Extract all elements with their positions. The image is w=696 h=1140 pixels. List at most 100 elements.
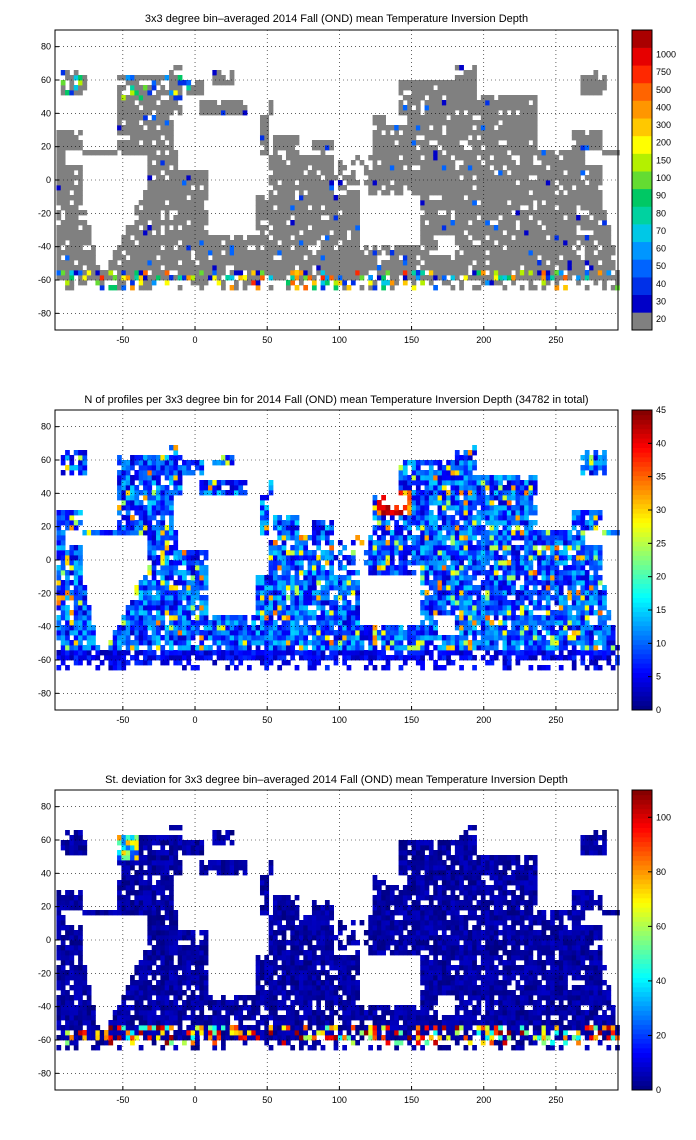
bin-cell: [441, 100, 447, 106]
bin-cell: [350, 255, 356, 261]
bin-cell: [394, 635, 399, 641]
colorbar-tick-label: 200: [656, 138, 671, 148]
bin-cell: [143, 510, 148, 516]
bin-cell: [138, 210, 144, 216]
bin-cell: [489, 140, 495, 146]
bin-cell: [584, 220, 590, 226]
bin-cell: [476, 165, 482, 171]
bin-cell: [433, 210, 438, 216]
bin-cell: [498, 255, 503, 261]
bin-cell: [459, 115, 464, 121]
bin-cell: [294, 185, 300, 191]
bin-cell: [571, 270, 577, 276]
bin-cell: [480, 200, 486, 206]
bin-cell: [138, 580, 144, 586]
bin-cell: [281, 520, 287, 526]
bin-cell: [446, 80, 451, 86]
bin-cell: [476, 230, 482, 236]
bin-cell: [169, 180, 174, 186]
bin-cell: [428, 95, 434, 101]
bin-cell: [450, 115, 456, 121]
bin-cell: [511, 175, 516, 181]
bin-cell: [272, 540, 278, 546]
bin-cell: [164, 640, 170, 646]
bin-cell: [259, 135, 265, 141]
bin-cell: [138, 460, 144, 466]
bin-cell: [459, 265, 464, 271]
bin-cell: [368, 625, 373, 631]
bin-cell: [502, 235, 508, 241]
bin-cell: [381, 545, 386, 551]
bin-cell: [160, 275, 166, 281]
bin-cell: [580, 235, 586, 241]
bin-cell: [268, 565, 274, 571]
bin-cell: [290, 590, 296, 596]
bin-cell: [385, 665, 391, 671]
bin-cell: [143, 490, 148, 496]
bin-cell: [329, 525, 335, 531]
bin-cell: [121, 515, 127, 521]
bin-cell: [311, 580, 317, 586]
bin-cell: [147, 455, 153, 461]
bin-cell: [272, 620, 278, 626]
bin-cell: [303, 210, 309, 216]
bin-cell: [151, 570, 157, 576]
bin-cell: [138, 260, 144, 266]
bin-cell: [73, 140, 79, 146]
bin-cell: [593, 180, 599, 186]
bin-cell: [407, 270, 412, 276]
bin-cell: [606, 230, 612, 236]
bin-cell: [303, 635, 309, 641]
bin-cell: [268, 630, 274, 636]
bin-cell: [294, 525, 300, 531]
bin-cell: [459, 225, 464, 231]
bin-cell: [169, 260, 174, 266]
bin-cell: [355, 195, 360, 201]
bin-cell: [290, 575, 296, 581]
bin-cell: [203, 265, 209, 271]
bin-cell: [164, 250, 170, 256]
bin-cell: [372, 135, 378, 141]
bin-cell: [398, 665, 404, 671]
bin-cell: [173, 450, 179, 456]
heatmap-cells: [56, 445, 620, 671]
bin-cell: [73, 590, 79, 596]
bin-cell: [428, 160, 434, 166]
bin-cell: [281, 560, 287, 566]
bin-cell: [147, 475, 153, 481]
bin-cell: [415, 110, 421, 116]
bin-cell: [480, 115, 486, 121]
bin-cell: [121, 475, 127, 481]
bin-cell: [411, 90, 417, 96]
bin-cell: [320, 645, 326, 651]
bin-cell: [190, 625, 196, 631]
bin-cell: [324, 230, 330, 236]
bin-cell: [272, 520, 278, 526]
bin-cell: [402, 565, 408, 571]
bin-cell: [151, 170, 157, 176]
bin-cell: [398, 175, 404, 181]
bin-cell: [117, 645, 122, 651]
bin-cell: [489, 215, 495, 221]
bin-cell: [485, 135, 490, 141]
bin-cell: [320, 530, 326, 536]
bin-cell: [143, 600, 148, 606]
bin-cell: [82, 230, 88, 236]
bin-cell: [311, 190, 317, 196]
bin-cell: [428, 260, 434, 266]
bin-cell: [169, 520, 174, 526]
bin-cell: [130, 620, 135, 626]
bin-cell: [324, 530, 330, 536]
bin-cell: [138, 145, 144, 151]
bin-cell: [290, 585, 296, 591]
bin-cell: [385, 635, 391, 641]
bin-cell: [311, 650, 317, 656]
bin-cell: [558, 190, 564, 196]
bin-cell: [69, 165, 75, 171]
bin-cell: [186, 265, 192, 271]
bin-cell: [511, 200, 516, 206]
bin-cell: [402, 130, 408, 136]
bin-cell: [117, 455, 122, 461]
bin-cell: [584, 200, 590, 206]
bin-cell: [86, 270, 92, 276]
